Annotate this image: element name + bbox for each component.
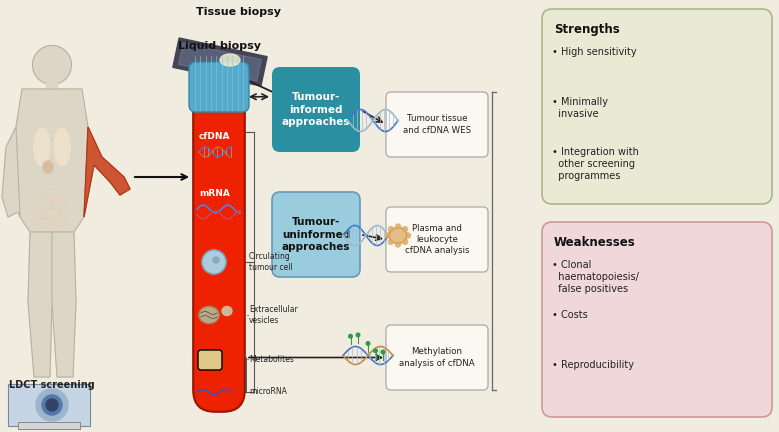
- Circle shape: [396, 242, 400, 247]
- Circle shape: [396, 224, 400, 229]
- Circle shape: [356, 333, 360, 337]
- Text: • High sensitivity: • High sensitivity: [552, 47, 636, 57]
- Polygon shape: [2, 127, 20, 217]
- Circle shape: [406, 233, 411, 238]
- Ellipse shape: [43, 161, 53, 173]
- FancyBboxPatch shape: [272, 192, 360, 277]
- Circle shape: [42, 395, 62, 415]
- FancyBboxPatch shape: [195, 100, 243, 410]
- Ellipse shape: [389, 228, 407, 244]
- Circle shape: [366, 342, 370, 345]
- Text: Tumour-
informed
approaches: Tumour- informed approaches: [282, 92, 351, 127]
- Circle shape: [389, 239, 393, 245]
- Text: Liquid biopsy: Liquid biopsy: [178, 41, 260, 51]
- Text: cfDNA: cfDNA: [199, 132, 231, 141]
- Text: Tissue biopsy: Tissue biopsy: [196, 7, 280, 17]
- Circle shape: [46, 399, 58, 411]
- FancyBboxPatch shape: [198, 350, 222, 370]
- Circle shape: [403, 239, 407, 245]
- FancyBboxPatch shape: [542, 9, 772, 204]
- Ellipse shape: [54, 128, 70, 166]
- Text: • Minimally
  invasive: • Minimally invasive: [552, 97, 608, 119]
- Circle shape: [36, 389, 68, 421]
- Circle shape: [381, 350, 385, 354]
- Ellipse shape: [199, 306, 219, 324]
- Text: Metabolites: Metabolites: [249, 355, 294, 363]
- Circle shape: [213, 257, 219, 263]
- Circle shape: [403, 227, 407, 232]
- Text: Strengths: Strengths: [554, 23, 620, 36]
- FancyBboxPatch shape: [189, 62, 249, 112]
- Polygon shape: [28, 232, 52, 377]
- Polygon shape: [173, 38, 267, 86]
- Circle shape: [202, 250, 226, 274]
- Circle shape: [349, 334, 352, 338]
- Text: Plasma and
leukocyte
cfDNA analysis: Plasma and leukocyte cfDNA analysis: [405, 224, 469, 255]
- FancyBboxPatch shape: [272, 67, 360, 152]
- FancyBboxPatch shape: [193, 87, 245, 412]
- Polygon shape: [52, 232, 76, 377]
- Bar: [46, 77, 58, 89]
- Text: Extracellular
vesicles: Extracellular vesicles: [249, 305, 298, 325]
- Polygon shape: [178, 43, 262, 81]
- Text: • Integration with
  other screening
  programmes: • Integration with other screening progr…: [552, 147, 639, 181]
- Circle shape: [33, 45, 72, 85]
- FancyBboxPatch shape: [386, 325, 488, 390]
- Circle shape: [386, 233, 390, 238]
- Circle shape: [374, 349, 377, 353]
- Text: Methylation
analysis of cfDNA: Methylation analysis of cfDNA: [399, 347, 475, 368]
- Polygon shape: [84, 127, 130, 217]
- Text: Weaknesses: Weaknesses: [554, 236, 636, 249]
- Text: LDCT screening: LDCT screening: [9, 380, 95, 390]
- Text: • Costs: • Costs: [552, 310, 587, 320]
- Bar: [18, 422, 80, 429]
- FancyBboxPatch shape: [542, 222, 772, 417]
- Text: Circulating
tumour cell: Circulating tumour cell: [249, 252, 293, 272]
- Circle shape: [389, 227, 393, 232]
- Ellipse shape: [222, 306, 232, 315]
- FancyBboxPatch shape: [386, 207, 488, 272]
- Text: mRNA: mRNA: [199, 189, 230, 198]
- Ellipse shape: [34, 128, 50, 166]
- FancyBboxPatch shape: [386, 92, 488, 157]
- Text: Tumour tissue
and cfDNA WES: Tumour tissue and cfDNA WES: [403, 114, 471, 134]
- Ellipse shape: [220, 54, 240, 66]
- Text: • Reproducibility: • Reproducibility: [552, 360, 634, 370]
- Bar: [8, 384, 90, 426]
- Text: Tumour-
uninformed
approaches: Tumour- uninformed approaches: [282, 217, 351, 252]
- Polygon shape: [16, 89, 88, 232]
- Text: microRNA: microRNA: [249, 388, 287, 397]
- Text: • Clonal
  haematopoiesis/
  false positives: • Clonal haematopoiesis/ false positives: [552, 260, 639, 294]
